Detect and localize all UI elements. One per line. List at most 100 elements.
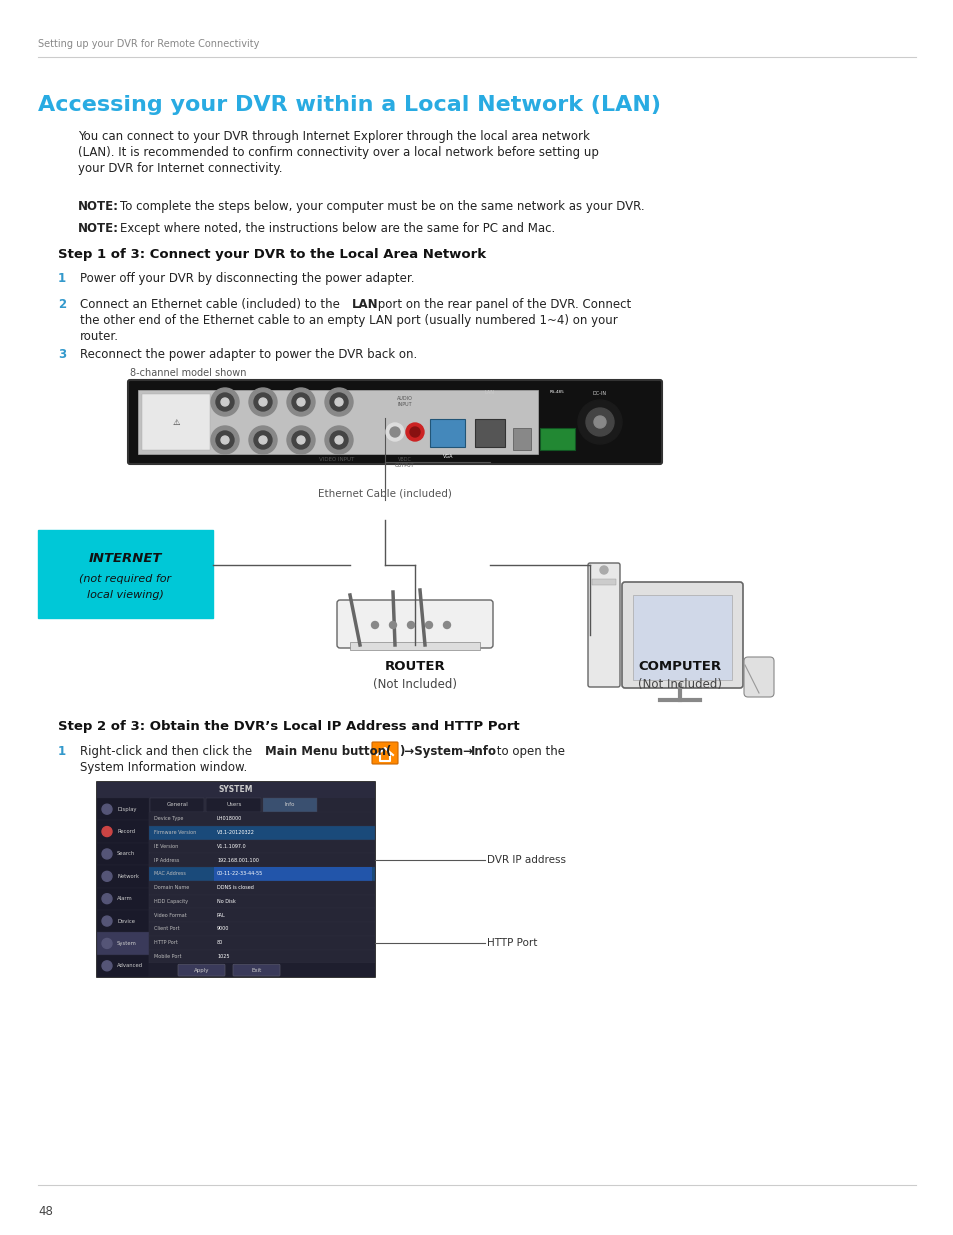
Text: 1: 1 (58, 745, 66, 758)
FancyBboxPatch shape (633, 595, 731, 680)
Circle shape (585, 408, 614, 436)
Text: Step 2 of 3: Obtain the DVR’s Local IP Address and HTTP Port: Step 2 of 3: Obtain the DVR’s Local IP A… (58, 720, 519, 734)
Text: (not required for: (not required for (79, 574, 172, 584)
Circle shape (249, 426, 276, 454)
Circle shape (390, 427, 399, 437)
Text: 3: 3 (58, 348, 66, 361)
Circle shape (102, 961, 112, 971)
Circle shape (371, 621, 378, 629)
Circle shape (330, 393, 348, 411)
Text: Apply: Apply (193, 968, 209, 973)
Text: Info: Info (471, 745, 497, 758)
Circle shape (221, 398, 229, 406)
Text: Setting up your DVR for Remote Connectivity: Setting up your DVR for Remote Connectiv… (38, 40, 259, 49)
Text: LAN: LAN (484, 390, 495, 395)
FancyBboxPatch shape (97, 842, 149, 866)
Text: 8-channel model shown: 8-channel model shown (130, 368, 246, 378)
Text: to open the: to open the (493, 745, 564, 758)
Text: System Information window.: System Information window. (80, 761, 247, 774)
Circle shape (296, 436, 305, 445)
Text: Firmware Version: Firmware Version (153, 830, 196, 835)
FancyBboxPatch shape (97, 782, 375, 977)
Text: IP Address: IP Address (153, 857, 179, 862)
Text: the other end of the Ethernet cable to an empty LAN port (usually numbered 1~4) : the other end of the Ethernet cable to a… (80, 314, 618, 327)
Text: Power off your DVR by disconnecting the power adapter.: Power off your DVR by disconnecting the … (80, 272, 414, 285)
FancyBboxPatch shape (206, 798, 261, 811)
FancyBboxPatch shape (97, 888, 149, 910)
Text: Except where noted, the instructions below are the same for PC and Mac.: Except where noted, the instructions bel… (120, 222, 555, 235)
Circle shape (102, 848, 112, 858)
Text: local viewing): local viewing) (87, 590, 164, 600)
Circle shape (249, 388, 276, 416)
Circle shape (102, 804, 112, 814)
Text: SYSTEM: SYSTEM (218, 785, 253, 794)
Circle shape (594, 416, 605, 429)
Text: 80: 80 (216, 940, 223, 945)
FancyBboxPatch shape (149, 826, 375, 840)
Text: No Disk: No Disk (216, 899, 235, 904)
FancyBboxPatch shape (372, 742, 397, 764)
Text: 9000: 9000 (216, 926, 229, 931)
Circle shape (253, 393, 272, 411)
FancyBboxPatch shape (743, 657, 773, 697)
Circle shape (102, 826, 112, 836)
Circle shape (258, 398, 267, 406)
Circle shape (258, 436, 267, 445)
FancyBboxPatch shape (213, 867, 372, 881)
Text: (Not Included): (Not Included) (638, 678, 721, 692)
Text: VBDC
OUTPUT: VBDC OUTPUT (395, 457, 415, 468)
FancyBboxPatch shape (592, 579, 616, 585)
FancyBboxPatch shape (97, 798, 149, 977)
Circle shape (406, 424, 423, 441)
FancyBboxPatch shape (149, 950, 375, 963)
Circle shape (211, 426, 239, 454)
FancyBboxPatch shape (128, 380, 661, 464)
Text: NOTE:: NOTE: (78, 222, 119, 235)
Text: Display: Display (117, 806, 136, 811)
Circle shape (102, 939, 112, 948)
FancyBboxPatch shape (149, 881, 375, 894)
Text: 192.168.001.100: 192.168.001.100 (216, 857, 258, 862)
Text: You can connect to your DVR through Internet Explorer through the local area net: You can connect to your DVR through Inte… (78, 130, 589, 143)
Circle shape (215, 393, 233, 411)
Text: MAC Address: MAC Address (153, 872, 186, 877)
Text: General: General (166, 803, 188, 808)
Text: Advanced: Advanced (117, 963, 143, 968)
Text: RS-485: RS-485 (549, 390, 564, 394)
Text: Alarm: Alarm (117, 897, 132, 902)
Circle shape (407, 621, 414, 629)
Circle shape (386, 424, 403, 441)
FancyBboxPatch shape (149, 798, 375, 977)
Circle shape (221, 436, 229, 445)
Circle shape (287, 426, 314, 454)
Text: INTERNET: INTERNET (89, 552, 162, 564)
Text: Device Type: Device Type (153, 816, 183, 821)
Text: 48: 48 (38, 1205, 52, 1218)
Text: VIDEO INPUT: VIDEO INPUT (319, 457, 355, 462)
Circle shape (287, 388, 314, 416)
FancyBboxPatch shape (178, 965, 225, 976)
FancyBboxPatch shape (97, 932, 149, 955)
Text: 00-11-22-33-44-55: 00-11-22-33-44-55 (216, 872, 263, 877)
Text: System: System (117, 941, 136, 946)
Circle shape (102, 872, 112, 882)
Text: V3.1-20120322: V3.1-20120322 (216, 830, 254, 835)
Text: V1.1.1097.0: V1.1.1097.0 (216, 844, 247, 848)
FancyBboxPatch shape (263, 798, 317, 811)
Circle shape (215, 431, 233, 450)
Circle shape (292, 431, 310, 450)
Text: )→System→: )→System→ (398, 745, 473, 758)
FancyBboxPatch shape (97, 866, 149, 888)
Text: Network: Network (117, 874, 139, 879)
FancyBboxPatch shape (336, 600, 493, 648)
FancyBboxPatch shape (621, 582, 742, 688)
Text: Accessing your DVR within a Local Network (LAN): Accessing your DVR within a Local Networ… (38, 95, 660, 115)
Circle shape (335, 398, 343, 406)
Text: LAN: LAN (352, 298, 378, 311)
Text: Users: Users (226, 803, 241, 808)
Text: ⚠: ⚠ (172, 417, 179, 426)
FancyBboxPatch shape (97, 910, 149, 932)
FancyBboxPatch shape (138, 390, 537, 454)
FancyBboxPatch shape (149, 894, 375, 908)
FancyBboxPatch shape (149, 840, 375, 853)
